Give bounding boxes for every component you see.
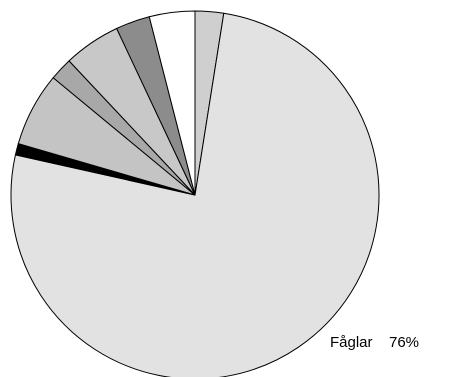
pie-slice bbox=[148, 10, 196, 196]
slice-label: Fåglar bbox=[330, 334, 373, 351]
slice-value-label: 76% bbox=[389, 334, 419, 351]
